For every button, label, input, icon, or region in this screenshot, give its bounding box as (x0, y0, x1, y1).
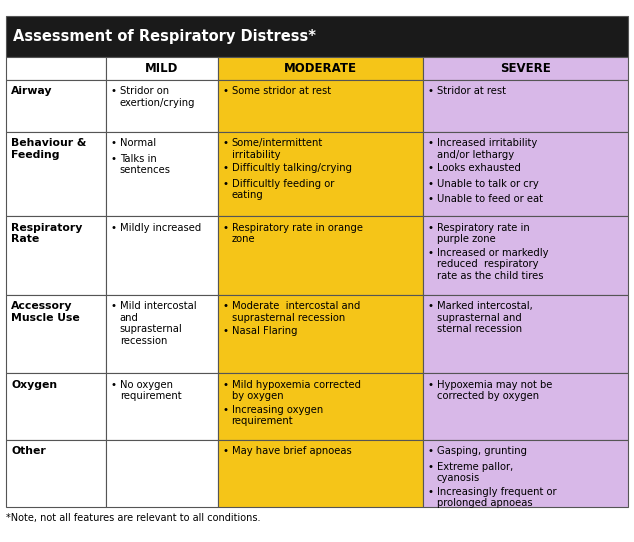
Text: •: • (223, 404, 229, 415)
FancyBboxPatch shape (6, 295, 106, 373)
Text: Airway: Airway (11, 86, 53, 96)
Text: No oxygen
requirement: No oxygen requirement (120, 379, 181, 401)
Text: •: • (223, 447, 229, 456)
FancyBboxPatch shape (217, 57, 423, 80)
Text: •: • (111, 301, 117, 311)
Text: Respiratory rate in
purple zone: Respiratory rate in purple zone (437, 223, 529, 244)
Text: Oxygen: Oxygen (11, 379, 58, 390)
Text: MODERATE: MODERATE (283, 62, 356, 75)
FancyBboxPatch shape (6, 16, 628, 57)
Text: •: • (428, 248, 434, 257)
Text: •: • (223, 86, 229, 96)
Text: Difficultly talking/crying: Difficultly talking/crying (231, 163, 351, 173)
Text: •: • (111, 379, 117, 390)
Text: •: • (428, 138, 434, 149)
FancyBboxPatch shape (423, 80, 628, 132)
FancyBboxPatch shape (106, 216, 217, 295)
Text: Unable to talk or cry: Unable to talk or cry (437, 178, 538, 189)
Text: *Note, not all features are relevant to all conditions.: *Note, not all features are relevant to … (6, 513, 261, 523)
Text: Mild intercostal
and
suprasternal
recession: Mild intercostal and suprasternal recess… (120, 301, 197, 346)
Text: Some stridor at rest: Some stridor at rest (231, 86, 331, 96)
Text: •: • (428, 301, 434, 311)
Text: Behaviour &
Feeding: Behaviour & Feeding (11, 138, 87, 160)
FancyBboxPatch shape (217, 80, 423, 132)
FancyBboxPatch shape (106, 373, 217, 440)
Text: •: • (223, 223, 229, 233)
Text: Nasal Flaring: Nasal Flaring (231, 326, 297, 336)
FancyBboxPatch shape (423, 440, 628, 507)
Text: Mildly increased: Mildly increased (120, 223, 201, 233)
FancyBboxPatch shape (6, 216, 106, 295)
Text: Increasingly frequent or
prolonged apnoeas: Increasingly frequent or prolonged apnoe… (437, 487, 556, 508)
Text: •: • (223, 178, 229, 189)
Text: •: • (111, 223, 117, 233)
FancyBboxPatch shape (106, 295, 217, 373)
FancyBboxPatch shape (6, 80, 106, 132)
Text: May have brief apnoeas: May have brief apnoeas (231, 447, 351, 456)
Text: •: • (223, 301, 229, 311)
FancyBboxPatch shape (423, 373, 628, 440)
Text: Some/intermittent
irritability: Some/intermittent irritability (231, 138, 323, 160)
Text: •: • (111, 86, 117, 96)
FancyBboxPatch shape (217, 216, 423, 295)
FancyBboxPatch shape (217, 440, 423, 507)
Text: Increased irritability
and/or lethargy: Increased irritability and/or lethargy (437, 138, 537, 160)
Text: Respiratory
Rate: Respiratory Rate (11, 223, 83, 244)
Text: Marked intercostal,
suprasternal and
sternal recession: Marked intercostal, suprasternal and ste… (437, 301, 533, 334)
Text: Hypoxemia may not be
corrected by oxygen: Hypoxemia may not be corrected by oxygen (437, 379, 552, 401)
Text: •: • (428, 487, 434, 496)
Text: Talks in
sentences: Talks in sentences (120, 153, 171, 175)
Text: Difficultly feeding or
eating: Difficultly feeding or eating (231, 178, 334, 200)
Text: Moderate  intercostal and
suprasternal recession: Moderate intercostal and suprasternal re… (231, 301, 360, 323)
Text: SEVERE: SEVERE (500, 62, 550, 75)
Text: MILD: MILD (145, 62, 178, 75)
Text: Stridor on
exertion/crying: Stridor on exertion/crying (120, 86, 195, 108)
Text: •: • (223, 138, 229, 149)
FancyBboxPatch shape (6, 132, 106, 216)
FancyBboxPatch shape (6, 440, 106, 507)
Text: Unable to feed or eat: Unable to feed or eat (437, 193, 543, 204)
FancyBboxPatch shape (423, 216, 628, 295)
Text: Assessment of Respiratory Distress*: Assessment of Respiratory Distress* (13, 29, 316, 44)
Text: •: • (111, 153, 117, 164)
Text: •: • (428, 462, 434, 472)
Text: Looks exhausted: Looks exhausted (437, 163, 521, 173)
Text: Other: Other (11, 447, 46, 456)
Text: •: • (428, 178, 434, 189)
Text: •: • (428, 163, 434, 173)
Text: •: • (428, 86, 434, 96)
FancyBboxPatch shape (6, 373, 106, 440)
Text: Extreme pallor,
cyanosis: Extreme pallor, cyanosis (437, 462, 513, 483)
Text: Stridor at rest: Stridor at rest (437, 86, 505, 96)
FancyBboxPatch shape (106, 80, 217, 132)
Text: Increased or markedly
reduced  respiratory
rate as the child tires: Increased or markedly reduced respirator… (437, 248, 548, 281)
FancyBboxPatch shape (423, 295, 628, 373)
Text: •: • (428, 447, 434, 456)
Text: •: • (223, 379, 229, 390)
Text: Accessory
Muscle Use: Accessory Muscle Use (11, 301, 80, 323)
Text: Normal: Normal (120, 138, 156, 149)
FancyBboxPatch shape (106, 132, 217, 216)
Text: •: • (428, 379, 434, 390)
Text: •: • (223, 326, 229, 336)
FancyBboxPatch shape (106, 440, 217, 507)
Text: Mild hypoxemia corrected
by oxygen: Mild hypoxemia corrected by oxygen (231, 379, 361, 401)
Text: •: • (111, 138, 117, 149)
Text: •: • (428, 193, 434, 204)
FancyBboxPatch shape (217, 295, 423, 373)
FancyBboxPatch shape (423, 57, 628, 80)
FancyBboxPatch shape (217, 132, 423, 216)
Text: Gasping, grunting: Gasping, grunting (437, 447, 527, 456)
FancyBboxPatch shape (423, 132, 628, 216)
FancyBboxPatch shape (6, 57, 106, 80)
FancyBboxPatch shape (217, 373, 423, 440)
FancyBboxPatch shape (106, 57, 217, 80)
Text: Increasing oxygen
requirement: Increasing oxygen requirement (231, 404, 323, 426)
Text: Respiratory rate in orange
zone: Respiratory rate in orange zone (231, 223, 363, 244)
Text: •: • (223, 163, 229, 173)
Text: •: • (428, 223, 434, 233)
